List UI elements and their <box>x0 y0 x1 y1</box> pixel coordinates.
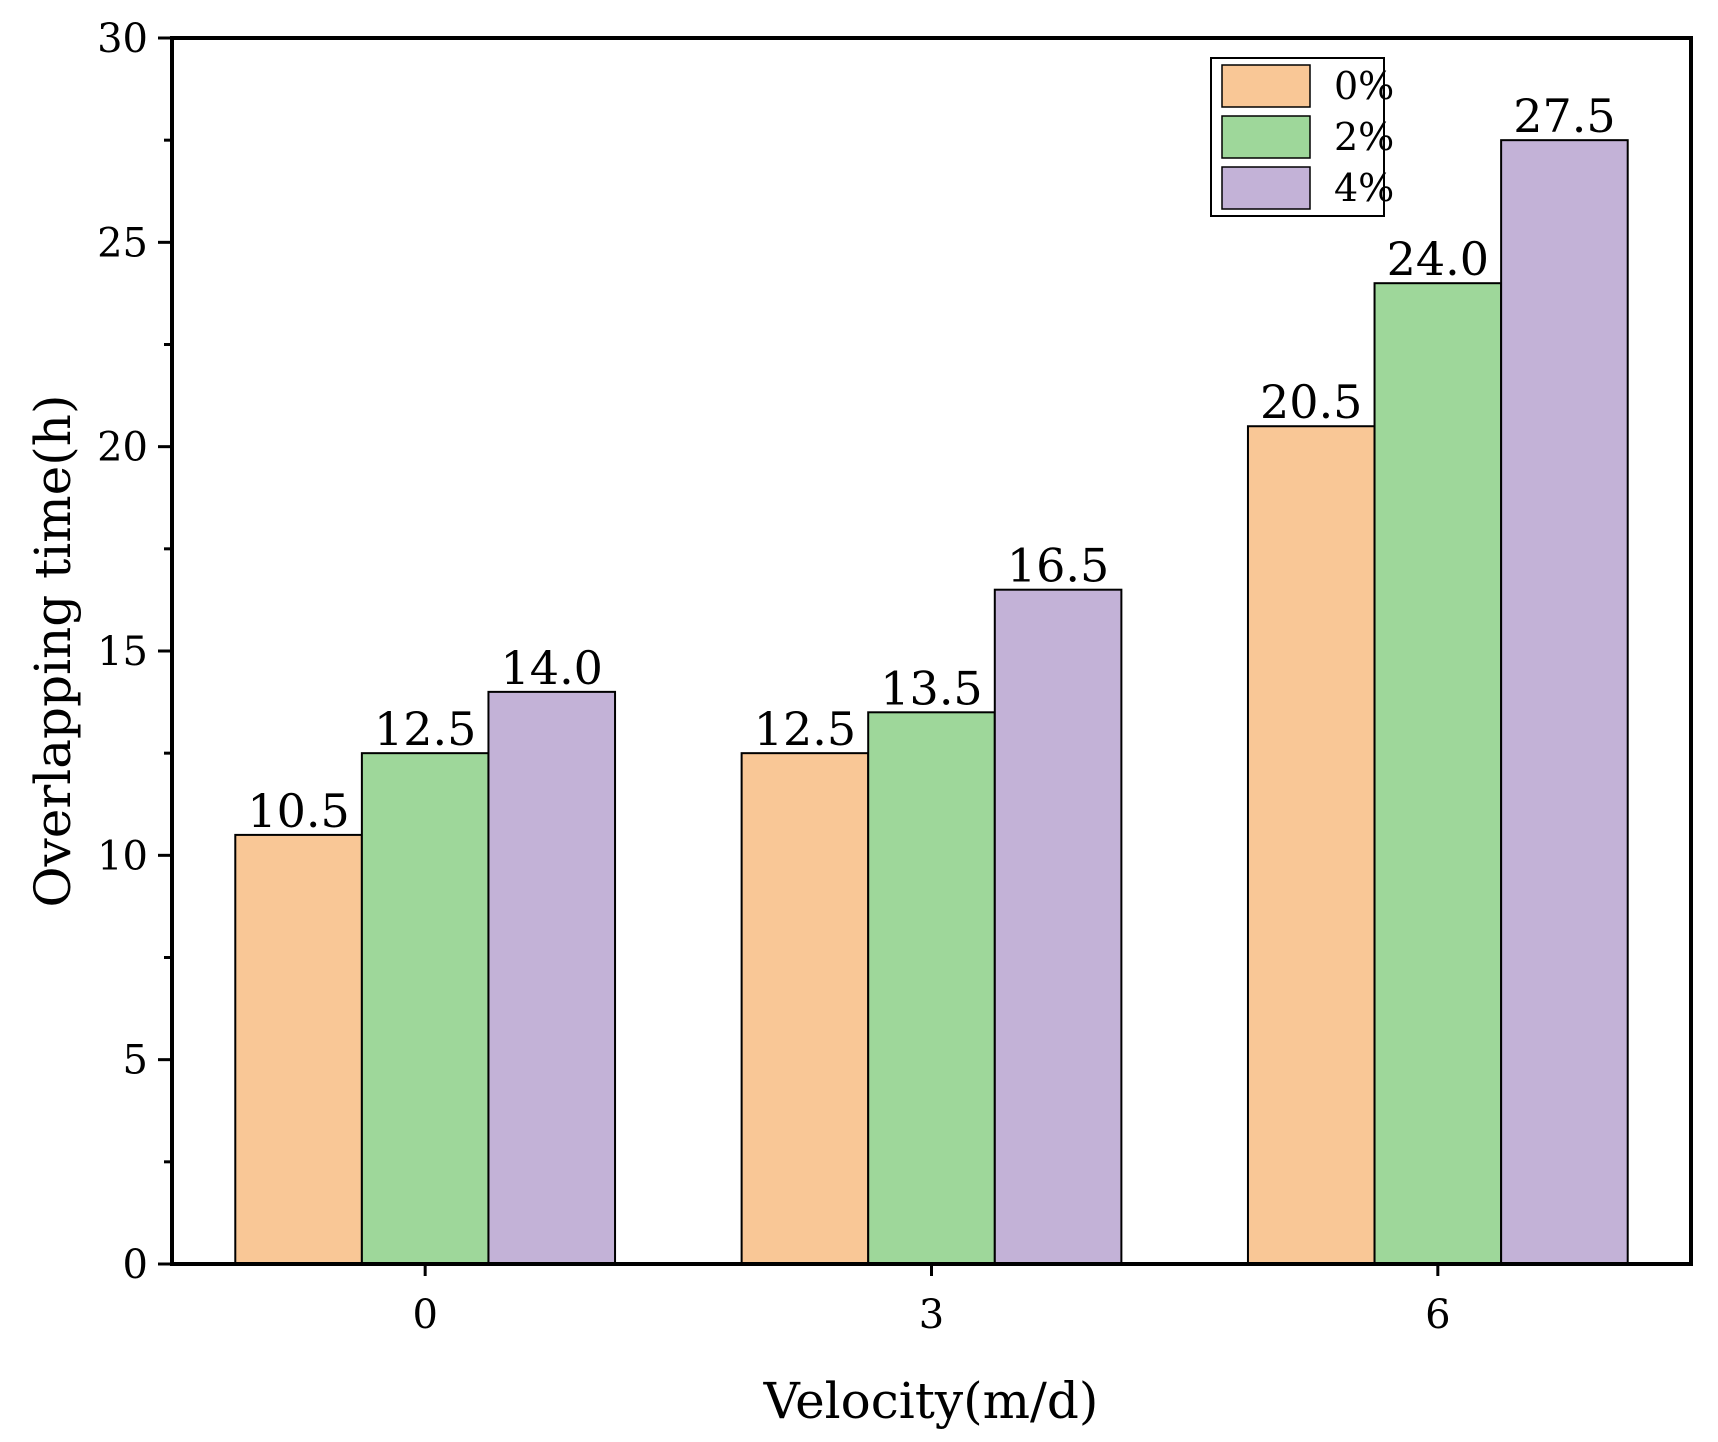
y-axis-title: Overlapping time(h) <box>24 395 82 908</box>
legend-swatch-4pct <box>1221 166 1311 210</box>
legend-label-2pct: 2% <box>1334 115 1394 159</box>
y-axis-ticks: 0 5 10 15 20 25 30 <box>97 16 172 1288</box>
legend-label-4pct: 4% <box>1334 166 1394 210</box>
y-tick-label-20: 20 <box>97 425 148 471</box>
x-tick-label-3: 3 <box>919 1292 944 1338</box>
bar-4pct-v3 <box>993 588 1123 1265</box>
y-tick-label-15: 15 <box>97 629 148 675</box>
data-label-4pct-v3: 16.5 <box>1007 539 1109 593</box>
y-tick-label-5: 5 <box>123 1038 148 1084</box>
y-tick-label-0: 0 <box>123 1242 148 1288</box>
data-labels-layer: 10.5 12.5 14.0 12.5 13.5 16.5 20.5 24.0 27.5 <box>247 89 1615 838</box>
bar-2pct-v0 <box>360 752 490 1266</box>
bars-layer <box>234 139 1629 1266</box>
data-label-2pct-v0: 12.5 <box>374 702 476 756</box>
bar-0pct-v0 <box>234 833 363 1266</box>
legend-label-0pct: 0% <box>1334 64 1394 108</box>
data-label-0pct-v0: 10.5 <box>247 784 349 838</box>
bar-4pct-v0 <box>487 690 617 1265</box>
x-axis-ticks: 0 3 6 <box>412 1264 1451 1338</box>
bar-4pct-v6 <box>1500 139 1629 1266</box>
legend: 0% 2% 4% <box>1210 57 1394 217</box>
data-label-2pct-v3: 13.5 <box>880 661 982 715</box>
data-label-4pct-v0: 14.0 <box>501 641 603 695</box>
data-label-2pct-v6: 24.0 <box>1387 232 1489 286</box>
y-tick-label-10: 10 <box>97 833 148 879</box>
legend-swatch-0pct <box>1221 64 1311 108</box>
legend-swatch-2pct <box>1221 115 1311 159</box>
data-label-0pct-v6: 20.5 <box>1260 375 1362 429</box>
data-label-0pct-v3: 12.5 <box>754 702 856 756</box>
x-tick-label-0: 0 <box>412 1292 437 1338</box>
bar-0pct-v6 <box>1246 425 1376 1265</box>
x-tick-label-6: 6 <box>1425 1292 1450 1338</box>
bar-2pct-v3 <box>867 711 996 1265</box>
y-tick-label-25: 25 <box>97 220 148 266</box>
data-label-4pct-v6: 27.5 <box>1513 89 1615 143</box>
x-axis-title: Velocity(m/d) <box>763 1372 1099 1430</box>
bar-0pct-v3 <box>740 752 870 1266</box>
y-tick-label-30: 30 <box>97 16 148 62</box>
bar-2pct-v6 <box>1373 282 1503 1265</box>
